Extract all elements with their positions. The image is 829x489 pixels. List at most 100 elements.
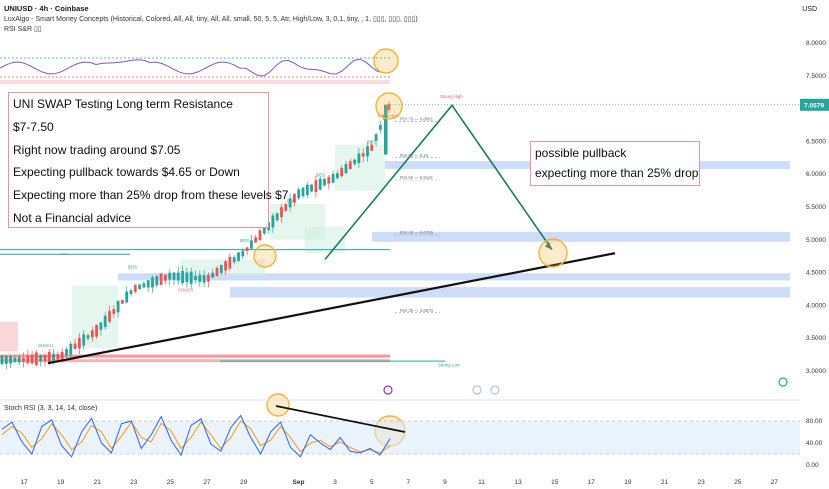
- candle-body: [318, 178, 322, 190]
- event-icon: [778, 377, 788, 387]
- candle-body: [301, 187, 305, 197]
- candle-body: [215, 267, 219, 277]
- candle-body: [293, 193, 296, 203]
- event-icon: [472, 385, 482, 395]
- candle-body: [56, 354, 60, 360]
- candle-body: [4, 355, 8, 364]
- candle-body: [155, 276, 159, 286]
- candle-body: [73, 343, 77, 349]
- candle-body: [340, 168, 344, 177]
- time-tick-label: 23: [130, 479, 138, 486]
- structure-label: Weak High: [378, 113, 400, 118]
- stoch-d-line: [1, 420, 391, 454]
- candle-body: [211, 272, 215, 278]
- candle-body: [103, 315, 107, 327]
- annotation-line: Not a Financial advice: [13, 210, 132, 225]
- candle-body: [146, 280, 150, 288]
- candle-body: [108, 311, 111, 322]
- demand-zone: [230, 287, 790, 298]
- time-tick-label: 27: [771, 479, 779, 486]
- candle-body: [30, 354, 34, 364]
- candle-body: [357, 153, 361, 164]
- candle-body: [254, 237, 258, 243]
- indicator-legend[interactable]: LuxAlgo - Smart Money Concepts (Historic…: [4, 16, 418, 23]
- stoch-k-line: [1, 414, 391, 458]
- stoch-divergence-line: [275, 405, 406, 433]
- candle-body: [280, 207, 283, 218]
- structure-label: BOS: [316, 172, 325, 177]
- candle-body: [181, 270, 184, 284]
- candle-body: [262, 227, 266, 234]
- structure-label: BOS: [128, 264, 137, 269]
- time-tick-label: 21: [94, 479, 102, 486]
- price-tick-label: 6.5000: [806, 138, 826, 145]
- annotation-main[interactable]: UNI SWAP Testing Long term Resistance $7…: [8, 92, 289, 228]
- time-tick-label: 29: [240, 479, 248, 486]
- time-tick-label: 17: [588, 479, 596, 486]
- candle-body: [379, 125, 382, 130]
- stoch-rsi-legend[interactable]: Stoch RSI (3, 3, 14, 14, close): [4, 405, 98, 412]
- candle-body: [95, 324, 98, 337]
- price-tick-label: 8.0000: [806, 40, 826, 47]
- candle-body: [258, 230, 262, 241]
- structure-label: BOS: [240, 238, 249, 243]
- structure-label: RSI 50 — 5.9115: [400, 175, 433, 180]
- time-tick-label: 3: [333, 479, 337, 486]
- candle-body: [90, 330, 94, 338]
- time-tick-label: 9: [443, 479, 447, 486]
- demand-zone: [118, 273, 790, 281]
- currency-label[interactable]: USD: [802, 6, 817, 13]
- annotation-line: UNI SWAP Testing Long term Resistance: [13, 97, 233, 111]
- supply-line: [0, 354, 390, 358]
- structure-label: RSI 50 — 6.25: [400, 153, 429, 158]
- candle-body: [336, 173, 339, 178]
- candle-body: [387, 104, 391, 110]
- candle-body: [189, 271, 193, 284]
- time-tick-label: 11: [478, 479, 485, 486]
- candle-body: [159, 273, 163, 285]
- candle-body: [219, 264, 223, 273]
- candle-body: [271, 215, 275, 228]
- candle-body: [0, 355, 4, 365]
- highlight-circle: [253, 244, 277, 268]
- candle-body: [39, 355, 43, 362]
- annotation-line: Expecting more than 25% drop from these …: [13, 188, 289, 203]
- candle-body: [65, 349, 68, 356]
- candle-body: [125, 291, 129, 303]
- rsi-legend[interactable]: RSI S&R ▯▯: [4, 26, 42, 33]
- annotation-line: Right now trading around $7.05: [13, 142, 181, 157]
- time-tick-label: 25: [167, 479, 175, 486]
- time-tick-label: 21: [661, 479, 669, 486]
- candle-body: [26, 355, 30, 364]
- candle-body: [78, 337, 81, 349]
- event-icon: [383, 385, 393, 395]
- price-tick-label: 5.5000: [806, 204, 826, 211]
- support-trendline: [47, 252, 616, 365]
- candle-body: [116, 301, 120, 313]
- structure-label: BOS: [287, 199, 296, 204]
- time-tick-label: 19: [624, 479, 632, 486]
- price-tick-label: 6.0000: [806, 171, 826, 178]
- candle-body: [344, 164, 348, 174]
- candle-body: [348, 161, 352, 170]
- current-price-label: 7.0579: [804, 102, 824, 109]
- projection-arrowhead: [545, 241, 552, 250]
- current-price-tag: [800, 98, 829, 111]
- candle-body: [43, 354, 47, 362]
- candle-body: [142, 283, 146, 288]
- structure-label: RSI 40 — 5.0725: [400, 230, 434, 235]
- annotation-side[interactable]: possible pullback expecting more than 25…: [530, 141, 700, 186]
- time-tick-label: 7: [406, 479, 410, 486]
- candle-body: [185, 272, 189, 283]
- candle-body: [194, 276, 197, 281]
- highlight-circle: [266, 393, 290, 417]
- candle-body: [323, 179, 326, 186]
- candle-body: [297, 189, 301, 199]
- structure-label: RSI 70 — 6.8061: [400, 116, 434, 121]
- candle-body: [288, 198, 292, 208]
- rsi-band-fill: [0, 80, 390, 84]
- candle-body: [60, 351, 64, 359]
- candle-body: [224, 261, 227, 271]
- time-tick-label: 5: [370, 479, 374, 486]
- candle-body: [22, 357, 25, 362]
